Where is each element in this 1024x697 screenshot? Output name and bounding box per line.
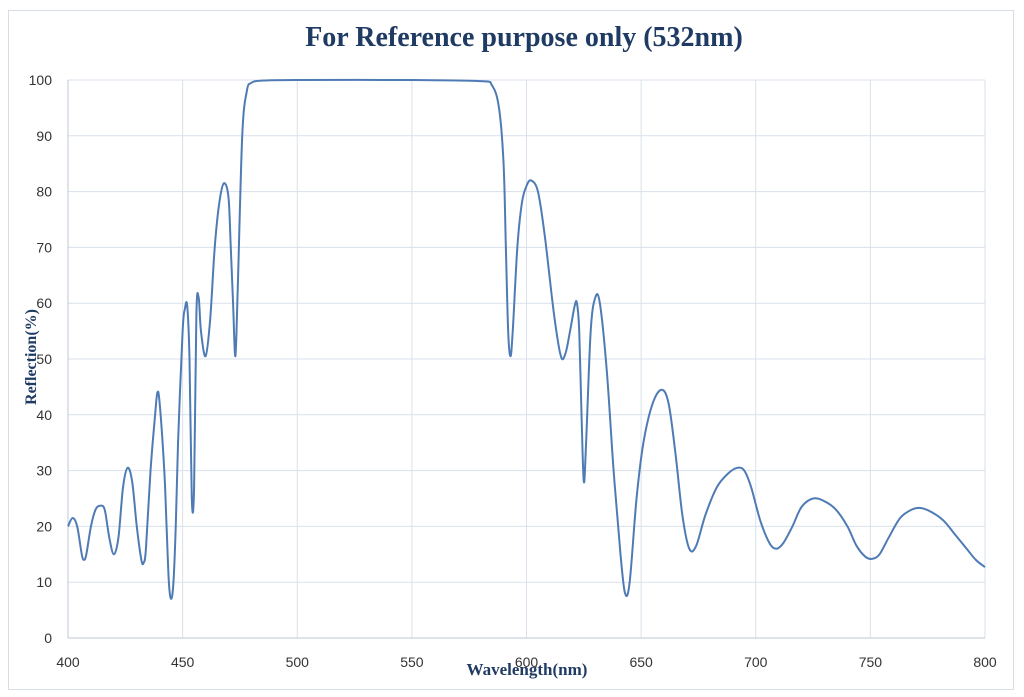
reflection-series-line [67, 78, 986, 600]
x-tick-label: 600 [515, 654, 539, 670]
x-tick-label: 450 [171, 654, 195, 670]
x-tick-label: 800 [973, 654, 997, 670]
y-tick-label: 40 [36, 407, 52, 423]
y-tick-label: 60 [36, 295, 52, 311]
y-tick-label: 20 [36, 518, 52, 534]
y-tick-label: 50 [36, 351, 52, 367]
y-tick-label: 100 [29, 72, 53, 88]
x-tick-label: 550 [400, 654, 424, 670]
chart-title: For Reference purpose only (532nm) [305, 22, 743, 53]
x-tick-label: 500 [286, 654, 310, 670]
y-tick-label: 90 [36, 128, 52, 144]
y-tick-label: 70 [36, 239, 52, 255]
x-tick-label: 750 [859, 654, 883, 670]
y-tick-label: 0 [44, 630, 52, 646]
y-tick-label: 10 [36, 574, 52, 590]
x-tick-label: 650 [629, 654, 653, 670]
x-tick-label: 400 [56, 654, 80, 670]
y-tick-label: 80 [36, 184, 52, 200]
y-tick-label: 30 [36, 463, 52, 479]
x-axis-label: Wavelength(nm) [466, 660, 588, 679]
x-tick-label: 700 [744, 654, 768, 670]
